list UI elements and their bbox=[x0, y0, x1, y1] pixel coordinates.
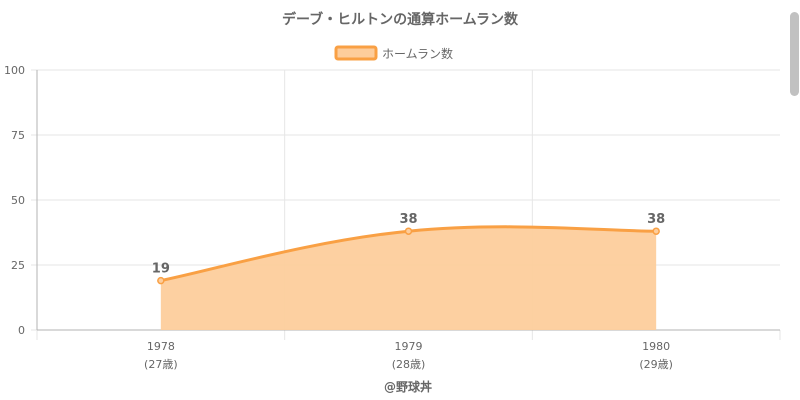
data-point-1980 bbox=[652, 227, 660, 235]
y-tick-label-25: 25 bbox=[11, 259, 25, 272]
scrollbar[interactable] bbox=[788, 0, 800, 400]
x-tick-label-1978: 1978 bbox=[147, 340, 175, 353]
x-tick-sublabel-1978: (27歳) bbox=[144, 358, 178, 371]
x-tick-label-1979: 1979 bbox=[395, 340, 423, 353]
data-point-1979 bbox=[404, 227, 413, 235]
series-homeruns bbox=[157, 225, 660, 330]
x-tick-label-1980: 1980 bbox=[642, 340, 670, 353]
legend-label: ホームラン数 bbox=[382, 46, 453, 61]
scrollbar-thumb[interactable] bbox=[790, 12, 799, 96]
data-label-1978: 19 bbox=[152, 262, 170, 277]
y-tick-label-50: 50 bbox=[11, 194, 25, 207]
data-label-1980: 38 bbox=[647, 212, 665, 227]
y-axis-ticks: 0 25 50 75 100 bbox=[4, 64, 25, 337]
x-tick-sublabel-1980: (29歳) bbox=[639, 358, 673, 371]
y-tick-label-75: 75 bbox=[11, 129, 25, 142]
legend[interactable]: ホームラン数 bbox=[334, 45, 453, 61]
data-point-1978 bbox=[157, 276, 165, 285]
data-label-1979: 38 bbox=[399, 212, 417, 227]
data-labels: 19 38 38 bbox=[152, 212, 665, 276]
y-tick-label-0: 0 bbox=[18, 324, 25, 337]
series-area bbox=[160, 226, 657, 330]
legend-swatch bbox=[334, 45, 378, 61]
source-credit: @野球丼 bbox=[384, 379, 432, 394]
chart-title: デーブ・ヒルトンの通算ホームラン数 bbox=[282, 11, 519, 28]
x-tick-sublabel-1979: (28歳) bbox=[392, 358, 426, 371]
y-tick-label-100: 100 bbox=[4, 64, 25, 77]
x-axis-ticks: 1978 (27歳) 1979 (28歳) 1980 (29歳) bbox=[144, 340, 673, 371]
